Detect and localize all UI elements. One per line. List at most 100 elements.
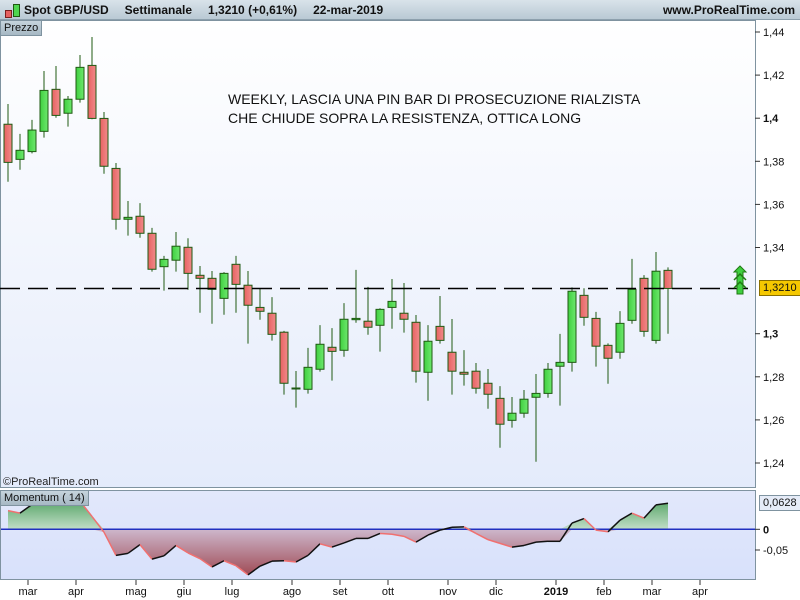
candle-body-down xyxy=(471,370,481,389)
annotation-line-1: WEEKLY, LASCIA UNA PIN BAR DI PROSECUZIO… xyxy=(228,91,641,107)
candle xyxy=(555,333,565,406)
momentum-segment xyxy=(307,543,321,556)
candle-body-down xyxy=(207,277,217,290)
candle xyxy=(123,200,133,236)
month-label: apr xyxy=(68,586,84,598)
candle xyxy=(591,311,601,367)
momentum-segment xyxy=(7,509,21,514)
candle-body-up xyxy=(627,288,637,321)
momentum-segment xyxy=(631,512,645,519)
month-label: set xyxy=(333,586,348,598)
momentum-segment xyxy=(367,532,381,540)
month-label: mar xyxy=(19,586,38,598)
candle xyxy=(375,308,385,352)
candle-body-down xyxy=(255,306,265,312)
candle-body-down xyxy=(363,320,373,328)
candle xyxy=(411,314,421,383)
momentum-axis: 0 -0,05 xyxy=(755,490,788,580)
candle-body-down xyxy=(411,321,421,372)
candle xyxy=(627,258,637,324)
site-link[interactable]: www.ProRealTime.com xyxy=(662,3,795,17)
momentum-segment xyxy=(127,544,141,554)
momentum-segment xyxy=(151,555,165,560)
momentum-segment xyxy=(163,544,177,557)
momentum-segment xyxy=(175,544,189,554)
candle xyxy=(99,111,109,174)
momentum-segment xyxy=(523,541,537,547)
momentum-segment xyxy=(103,531,117,556)
candle-body-up xyxy=(519,398,529,414)
month-label: lug xyxy=(225,586,240,598)
candle xyxy=(63,96,73,127)
candle-body-up xyxy=(423,340,433,373)
last-price: 1,3210 (+0,61%) xyxy=(208,2,298,17)
candle-body-down xyxy=(639,277,649,332)
candle xyxy=(363,286,373,335)
candle xyxy=(219,272,229,315)
candle xyxy=(471,363,481,394)
candle xyxy=(435,295,445,344)
candle-body-up xyxy=(615,322,625,353)
price-panel-label: Prezzo xyxy=(0,20,43,36)
candle xyxy=(507,397,517,428)
candle-body-up xyxy=(315,343,325,370)
candle-body-down xyxy=(147,232,157,270)
candle-body-down xyxy=(111,167,121,220)
candle-body-down xyxy=(195,274,205,279)
candle-body-up xyxy=(651,270,661,341)
momentum-segment xyxy=(619,512,633,521)
candle xyxy=(399,283,409,333)
month-label: ott xyxy=(382,586,394,598)
momentum-segment xyxy=(139,544,153,560)
price-axis: 1,44 1,42 1,4 1,38 1,36 1,34 1,3 1,28 1,26 1,24 xyxy=(755,20,784,488)
watermark: ©ProRealTime.com xyxy=(3,476,99,488)
candle-body-down xyxy=(231,263,241,285)
candle-body-down xyxy=(603,344,613,359)
candle xyxy=(87,36,97,120)
candle-body-down xyxy=(459,371,469,375)
candle xyxy=(483,369,493,409)
momentum-segment xyxy=(583,517,597,531)
candle xyxy=(75,55,85,103)
candle xyxy=(543,363,553,398)
candle xyxy=(387,278,397,329)
candle-body-down xyxy=(579,294,589,318)
candle xyxy=(615,311,625,359)
candle-body-up xyxy=(291,387,301,390)
candle-body-up xyxy=(63,98,73,114)
candle-body-down xyxy=(135,215,145,234)
price-panel[interactable] xyxy=(0,20,756,488)
candle-body-down xyxy=(51,88,61,116)
candle-body-up xyxy=(303,366,313,390)
candle xyxy=(255,288,265,320)
candle xyxy=(639,275,649,337)
candle xyxy=(147,227,157,272)
candle xyxy=(567,287,577,372)
momentum-segment xyxy=(379,532,393,536)
candle xyxy=(159,255,169,291)
momentum-segment xyxy=(655,502,669,506)
candle-body-up xyxy=(219,272,229,299)
momentum-segment xyxy=(475,532,489,541)
candle-body-down xyxy=(495,397,505,425)
candle-body-up xyxy=(27,129,37,153)
annotation-line-2: CHE CHIUDE SOPRA LA RESISTENZA, OTTICA L… xyxy=(228,110,581,126)
month-label: dic xyxy=(489,586,504,598)
candle xyxy=(603,343,613,384)
momentum-segment xyxy=(295,554,309,563)
momentum-segment xyxy=(607,519,621,533)
price-tick-label: 1,42 xyxy=(763,70,784,82)
timeframe: Settimanale xyxy=(124,2,193,17)
candle xyxy=(51,66,61,118)
momentum-segment xyxy=(115,552,129,557)
candle-body-up xyxy=(15,149,25,160)
candle xyxy=(447,319,457,395)
candle xyxy=(531,373,541,462)
momentum-segment xyxy=(559,522,573,542)
price-tick-label: 1,38 xyxy=(763,156,784,168)
momentum-segment xyxy=(259,560,273,567)
candle xyxy=(459,350,469,386)
candle-body-up xyxy=(543,368,553,394)
momentum-segment xyxy=(499,542,513,548)
